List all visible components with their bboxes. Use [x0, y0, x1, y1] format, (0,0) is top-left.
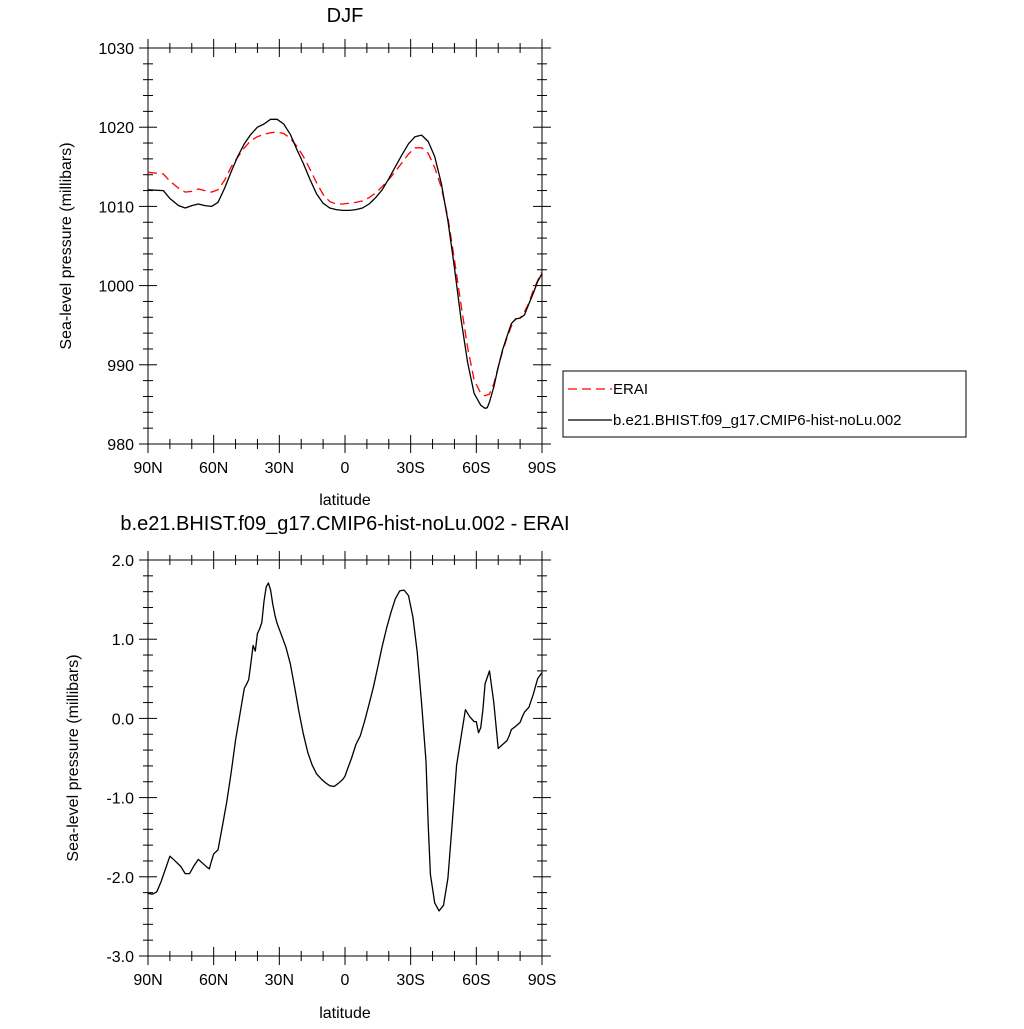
bottom-x-tick-label: 90S — [528, 972, 556, 989]
top-panel: DJF 90N 60N 30N 0 30S 60S 90S 980 990 1000 1010 10… — [58, 5, 967, 509]
top-x-tick-label: 30S — [396, 460, 424, 477]
top-x-tick-label: 60N — [199, 460, 228, 477]
top-y-tick-label: 990 — [107, 358, 134, 375]
bottom-y-tick-label: -3.0 — [106, 949, 134, 966]
bottom-x-tick-label: 60S — [462, 972, 490, 989]
bottom-y-tick-labels: -3.0 -2.0 -1.0 0.0 1.0 2.0 — [106, 553, 134, 966]
legend-label-model: b.e21.BHIST.f09_g17.CMIP6-hist-noLu.002 — [613, 412, 902, 429]
top-series-line-erai — [147, 131, 543, 397]
bottom-x-tick-label: 30N — [265, 972, 294, 989]
bottom-y-tick-label: -2.0 — [106, 870, 134, 887]
legend-box — [562, 370, 967, 438]
top-y-tick-label: 1000 — [98, 279, 134, 296]
top-series-line-b-e21-bhist-f09-g17-cmip6-hist-nolu-002 — [147, 118, 543, 410]
bottom-series-line-difference — [147, 582, 543, 912]
top-x-tick-label: 30N — [265, 460, 294, 477]
bottom-x-tick-label: 0 — [341, 972, 350, 989]
top-y-tick-label: 1010 — [98, 199, 134, 216]
bottom-plot-frame — [147, 559, 543, 957]
top-x-tick-label: 90S — [528, 460, 556, 477]
bottom-x-tick-label: 30S — [396, 972, 424, 989]
bottom-x-tick-label: 90N — [133, 972, 162, 989]
top-series — [147, 118, 543, 410]
top-x-tick-label: 90N — [133, 460, 162, 477]
bottom-axis-ticks — [139, 551, 551, 965]
top-plot-frame — [147, 47, 543, 445]
bottom-y-tick-label: 1.0 — [112, 632, 134, 649]
legend: ERAI b.e21.BHIST.f09_g17.CMIP6-hist-noLu… — [562, 370, 967, 438]
top-y-tick-label: 980 — [107, 437, 134, 454]
bottom-y-tick-label: 2.0 — [112, 553, 134, 570]
bottom-x-tick-labels: 90N 60N 30N 0 30S 60S 90S — [133, 972, 556, 989]
bottom-y-axis-label: Sea-level pressure (millibars) — [65, 654, 82, 861]
bottom-series — [147, 582, 543, 912]
top-axis-ticks — [139, 39, 551, 453]
bottom-y-tick-label: -1.0 — [106, 791, 134, 808]
legend-label-erai: ERAI — [613, 381, 648, 398]
top-x-tick-labels: 90N 60N 30N 0 30S 60S 90S — [133, 460, 556, 477]
top-x-tick-label: 60S — [462, 460, 490, 477]
bottom-y-tick-label: 0.0 — [112, 711, 134, 728]
top-plot-title: DJF — [327, 5, 364, 27]
bottom-x-tick-label: 60N — [199, 972, 228, 989]
bottom-panel: b.e21.BHIST.f09_g17.CMIP6-hist-noLu.002 … — [65, 513, 570, 1022]
top-y-tick-label: 1020 — [98, 120, 134, 137]
top-y-tick-label: 1030 — [98, 41, 134, 58]
top-x-tick-label: 0 — [341, 460, 350, 477]
top-y-axis-label: Sea-level pressure (millibars) — [58, 142, 75, 349]
top-x-axis-label: latitude — [319, 492, 371, 509]
top-y-tick-labels: 980 990 1000 1010 1020 1030 — [98, 41, 134, 454]
bottom-plot-title: b.e21.BHIST.f09_g17.CMIP6-hist-noLu.002 … — [120, 513, 569, 535]
bottom-x-axis-label: latitude — [319, 1005, 371, 1022]
